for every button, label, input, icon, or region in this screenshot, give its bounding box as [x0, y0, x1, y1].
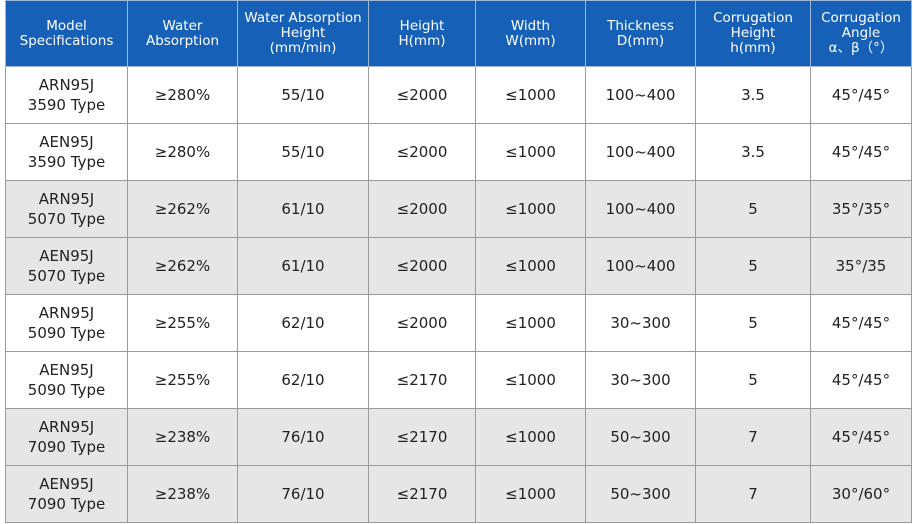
header-cell: Thickness D(mm) [585, 0, 696, 67]
table-cell: 50~300 [585, 465, 696, 523]
table-cell: ≥255% [127, 294, 238, 352]
table-cell: 3.5 [695, 66, 811, 124]
table-cell: AEN95J 7090 Type [5, 465, 128, 523]
table-cell: ≥238% [127, 465, 238, 523]
table-cell: ≤2000 [368, 180, 476, 238]
header-cell: Water Absorption Height (mm/min) [237, 0, 369, 67]
table-cell: ≥280% [127, 66, 238, 124]
table-cell: 5 [695, 351, 811, 409]
table-cell: AEN95J 5070 Type [5, 237, 128, 295]
table-cell: 45°/45° [810, 408, 912, 466]
table-cell: 7 [695, 465, 811, 523]
table-cell: 62/10 [237, 294, 369, 352]
header-cell: Corrugation Angle α、β（°） [810, 0, 912, 67]
header-row: Model Specifications Water Absorption Wate… [5, 0, 912, 67]
table-cell: ARN95J 3590 Type [5, 66, 128, 124]
header-cell: Corrugation Height h(mm) [695, 0, 811, 67]
table-body: ARN95J 3590 Type ≥280% 55/10 ≤2000 ≤1000 100~… [5, 66, 912, 523]
header-cell: Width W(mm) [475, 0, 586, 67]
table-cell: 45°/45° [810, 351, 912, 409]
spec-table: Model Specifications Water Absorption Wate… [5, 0, 912, 523]
table-cell: 76/10 [237, 408, 369, 466]
table-cell: AEN95J 5090 Type [5, 351, 128, 409]
table-cell: ≤2170 [368, 408, 476, 466]
table-cell: ≤1000 [475, 408, 586, 466]
table-cell: ≤1000 [475, 123, 586, 181]
table-row: ARN95J 3590 Type ≥280% 55/10 ≤2000 ≤1000 100~… [5, 66, 912, 124]
table-cell: 30°/60° [810, 465, 912, 523]
table-cell: ARN95J 5070 Type [5, 180, 128, 238]
table-cell: ≥262% [127, 180, 238, 238]
table-cell: 100~400 [585, 180, 696, 238]
table-row: AEN95J 3590 Type ≥280% 55/10 ≤2000 ≤1000 100~… [5, 123, 912, 181]
table-cell: ≤2000 [368, 237, 476, 295]
table-cell: ≤1000 [475, 294, 586, 352]
table-cell: 30~300 [585, 294, 696, 352]
table-cell: 5 [695, 237, 811, 295]
table-cell: ≤1000 [475, 180, 586, 238]
table-cell: 55/10 [237, 123, 369, 181]
table-cell: 35°/35° [810, 180, 912, 238]
table-cell: 3.5 [695, 123, 811, 181]
table-cell: 5 [695, 294, 811, 352]
table-cell: ≥238% [127, 408, 238, 466]
table-cell: ≥255% [127, 351, 238, 409]
table-cell: ≤1000 [475, 237, 586, 295]
table-cell: 45°/45° [810, 66, 912, 124]
header-cell: Height H(mm) [368, 0, 476, 67]
table-cell: ≤1000 [475, 465, 586, 523]
table-cell: 100~400 [585, 123, 696, 181]
header-cell: Model Specifications [5, 0, 128, 67]
table-cell: 35°/35 [810, 237, 912, 295]
table-cell: 45°/45° [810, 123, 912, 181]
table-row: ARN95J 5070 Type ≥262% 61/10 ≤2000 ≤1000 100~… [5, 180, 912, 238]
table-cell: ARN95J 7090 Type [5, 408, 128, 466]
table-cell: ≥280% [127, 123, 238, 181]
table-cell: 100~400 [585, 237, 696, 295]
table-row: AEN95J 5070 Type ≥262% 61/10 ≤2000 ≤1000 100~… [5, 237, 912, 295]
table-cell: ≤2000 [368, 66, 476, 124]
table-cell: ≤2170 [368, 351, 476, 409]
table-cell: 30~300 [585, 351, 696, 409]
table-cell: 61/10 [237, 237, 369, 295]
table-cell: 5 [695, 180, 811, 238]
table-cell: 76/10 [237, 465, 369, 523]
table-row: ARN95J 5090 Type ≥255% 62/10 ≤2000 ≤1000 30~3… [5, 294, 912, 352]
table-cell: ≤2170 [368, 465, 476, 523]
table-cell: AEN95J 3590 Type [5, 123, 128, 181]
table-cell: 7 [695, 408, 811, 466]
table-row: AEN95J 7090 Type ≥238% 76/10 ≤2170 ≤1000 50~3… [5, 465, 912, 523]
table-cell: ARN95J 5090 Type [5, 294, 128, 352]
table-cell: ≤1000 [475, 351, 586, 409]
table-cell: 50~300 [585, 408, 696, 466]
table-row: AEN95J 5090 Type ≥255% 62/10 ≤2170 ≤1000 30~3… [5, 351, 912, 409]
table-cell: 45°/45° [810, 294, 912, 352]
table-cell: 100~400 [585, 66, 696, 124]
table-cell: ≤2000 [368, 123, 476, 181]
table-cell: ≤2000 [368, 294, 476, 352]
table-cell: ≤1000 [475, 66, 586, 124]
table-cell: ≥262% [127, 237, 238, 295]
header-cell: Water Absorption [127, 0, 238, 67]
table-row: ARN95J 7090 Type ≥238% 76/10 ≤2170 ≤1000 50~3… [5, 408, 912, 466]
table-cell: 61/10 [237, 180, 369, 238]
table-cell: 62/10 [237, 351, 369, 409]
table-cell: 55/10 [237, 66, 369, 124]
